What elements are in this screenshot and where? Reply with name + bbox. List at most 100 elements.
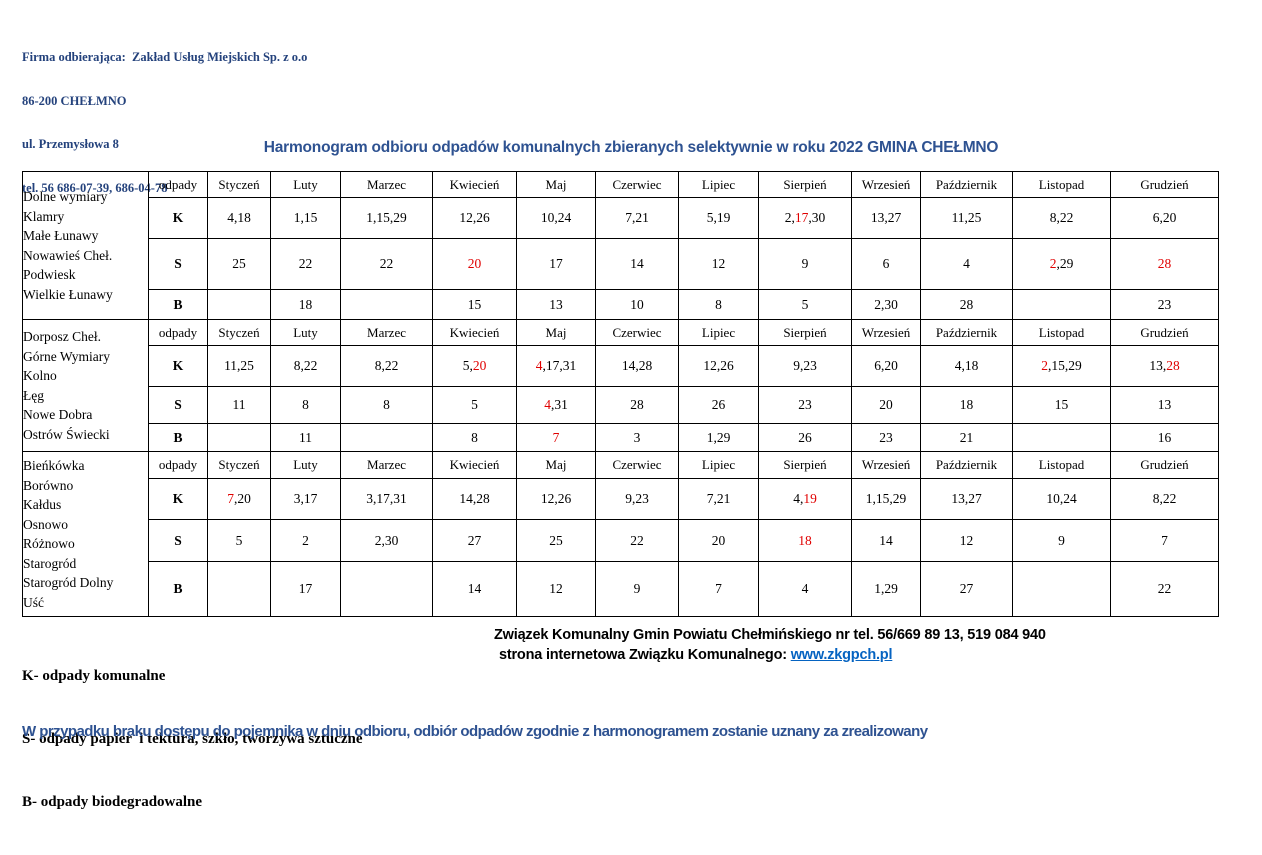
schedule-cell: [1012, 423, 1111, 452]
date-segment: 10,24: [1046, 491, 1077, 506]
month-header-cell: Kwiecień: [432, 319, 517, 346]
schedule-cell: 9,23: [758, 345, 852, 387]
schedule-cell: 14,28: [595, 345, 679, 387]
date-segment: 6: [882, 256, 890, 271]
date-segment: ,30: [808, 210, 826, 225]
date-segment: 15: [467, 296, 482, 312]
schedule-row-k: K 11,25 8,22 8,22 5,20 4,17,31 14,28 12,26 9,23 6…: [23, 345, 1219, 387]
page-title: Harmonogram odbioru odpadów komunalnych …: [263, 139, 999, 156]
date-segment: 9,23: [625, 491, 649, 506]
date-segment: ,20: [233, 491, 251, 506]
month-header-row: Dolne wymiary Klamry Małe Łunawy Nowawieś C…: [22, 171, 1219, 320]
schedule-cell: 28: [920, 289, 1013, 320]
schedule-cell: 3,17,31: [340, 478, 433, 520]
village-name: Klamry: [23, 208, 65, 224]
village-name: Podwiesk: [23, 267, 76, 282]
date-segment: 2,: [784, 210, 795, 225]
month-header-row: Dorposz Cheł. Górne Wymiary Kolno Łęg Nowe D…: [22, 319, 1219, 452]
date-segment: 4,18: [954, 358, 979, 373]
schedule-row-k: K 4,18 1,15 1,15,29 12,26 10,24 7,21 5,19 2,17,3…: [23, 197, 1219, 239]
schedule-cell: 15: [1012, 386, 1111, 424]
schedule-cell: 5: [758, 289, 852, 320]
schedule-cell: 13,28: [1110, 345, 1219, 387]
date-segment: 5: [235, 532, 243, 548]
date-segment: 1,29: [874, 581, 898, 596]
schedule-cell: 9: [758, 238, 852, 290]
date-segment: 14: [879, 532, 893, 548]
date-segment: 12: [959, 532, 974, 548]
schedule-cell: 14: [851, 519, 921, 562]
schedule-cell: [1012, 561, 1111, 617]
schedule-cell: 8: [678, 289, 759, 320]
month-header-cell: Maj: [516, 451, 596, 479]
schedule-cell: 22: [270, 238, 341, 290]
legend-item-b: B- odpady biodegradowalne: [22, 794, 203, 810]
month-header-cell: Lipiec: [678, 319, 759, 346]
schedule-cell: 2,30: [340, 519, 433, 562]
schedule-cell: 13,27: [851, 197, 921, 239]
date-segment: ,29: [1056, 256, 1074, 271]
date-segment: 4: [963, 256, 970, 271]
month-header-cell: Czerwiec: [595, 319, 679, 346]
schedule-cell: 25: [207, 238, 271, 290]
month-header-cell: Czerwiec: [595, 171, 679, 198]
document-page: Firma odbierająca: Zakład Usług Miejskic…: [22, 50, 1219, 810]
village-name: Łęg: [23, 387, 45, 403]
date-segment-red: 7: [227, 491, 234, 506]
schedule-cell: 2: [270, 519, 341, 562]
date-segment: 11: [299, 429, 312, 445]
village-name: Nowawieś Cheł.: [23, 247, 113, 263]
schedule-cell: 4,19: [758, 478, 852, 520]
date-segment: 12,26: [703, 358, 734, 373]
month-header-cell: Grudzień: [1110, 319, 1219, 346]
schedule-cell: 9,23: [595, 478, 679, 520]
schedule-cell: 18: [920, 386, 1013, 424]
schedule-cell: 1,29: [678, 423, 759, 452]
schedule-cell: 17: [516, 238, 596, 290]
date-segment: 22: [630, 532, 644, 548]
schedule-row-k: K 7,20 3,17 3,17,31 14,28 12,26 9,23 7,21 4,19 1,…: [23, 478, 1219, 520]
schedule-row-s: S 11 8 8 5 4,31 28 26 23 20 18 15 13: [23, 386, 1219, 424]
date-segment: 20: [711, 532, 726, 548]
month-header-cell: Luty: [270, 171, 341, 198]
schedule-cell: 18: [270, 289, 341, 320]
date-segment: 18: [298, 296, 313, 312]
odpady-header-cell: odpady: [148, 319, 208, 346]
date-segment: 28: [959, 296, 974, 312]
date-segment: 9: [801, 256, 809, 271]
schedule-cell: 27: [920, 561, 1013, 617]
schedule-cell: 7,21: [595, 197, 679, 239]
website-link[interactable]: www.zkgpch.pl: [790, 647, 893, 663]
schedule-table: Dolne wymiary Klamry Małe Łunawy Nowawieś C…: [22, 171, 1219, 617]
schedule-cell: 6: [851, 238, 921, 290]
date-segment: 13: [549, 296, 563, 312]
schedule-cell: 2,15,29: [1012, 345, 1111, 387]
schedule-cell: 7,21: [678, 478, 759, 520]
schedule-cell: 20: [851, 386, 921, 424]
schedule-cell: 12,26: [678, 345, 759, 387]
schedule-cell: 14,28: [432, 478, 517, 520]
schedule-cell: 4,17,31: [516, 345, 596, 387]
schedule-cell: 4: [920, 238, 1013, 290]
schedule-cell: 12: [678, 238, 759, 290]
legend-item-s: S- odpady papier i tektura, szkło, tworz…: [22, 731, 363, 747]
schedule-cell: 14: [595, 238, 679, 290]
schedule-cell: 17: [270, 561, 341, 617]
schedule-cell: 4: [758, 561, 852, 617]
date-segment: 18: [959, 397, 974, 412]
date-segment: 16: [1157, 429, 1172, 445]
odpady-header-cell: odpady: [148, 171, 208, 198]
date-segment: 14: [467, 581, 482, 596]
schedule-cell: 11: [270, 423, 341, 452]
village-name: Osnowo: [23, 516, 69, 532]
date-segment: 10: [630, 296, 644, 312]
month-header-cell: Maj: [516, 171, 596, 198]
schedule-cell: 9: [595, 561, 679, 617]
date-segment: 8,22: [1152, 491, 1177, 506]
village-name: Dolne wymiary: [23, 189, 108, 204]
date-segment: 22: [379, 256, 394, 271]
schedule-cell: 12,26: [432, 197, 517, 239]
date-segment: 8,22: [374, 358, 399, 373]
date-segment: 13,27: [951, 491, 982, 506]
month-header-cell: Sierpień: [758, 451, 852, 479]
